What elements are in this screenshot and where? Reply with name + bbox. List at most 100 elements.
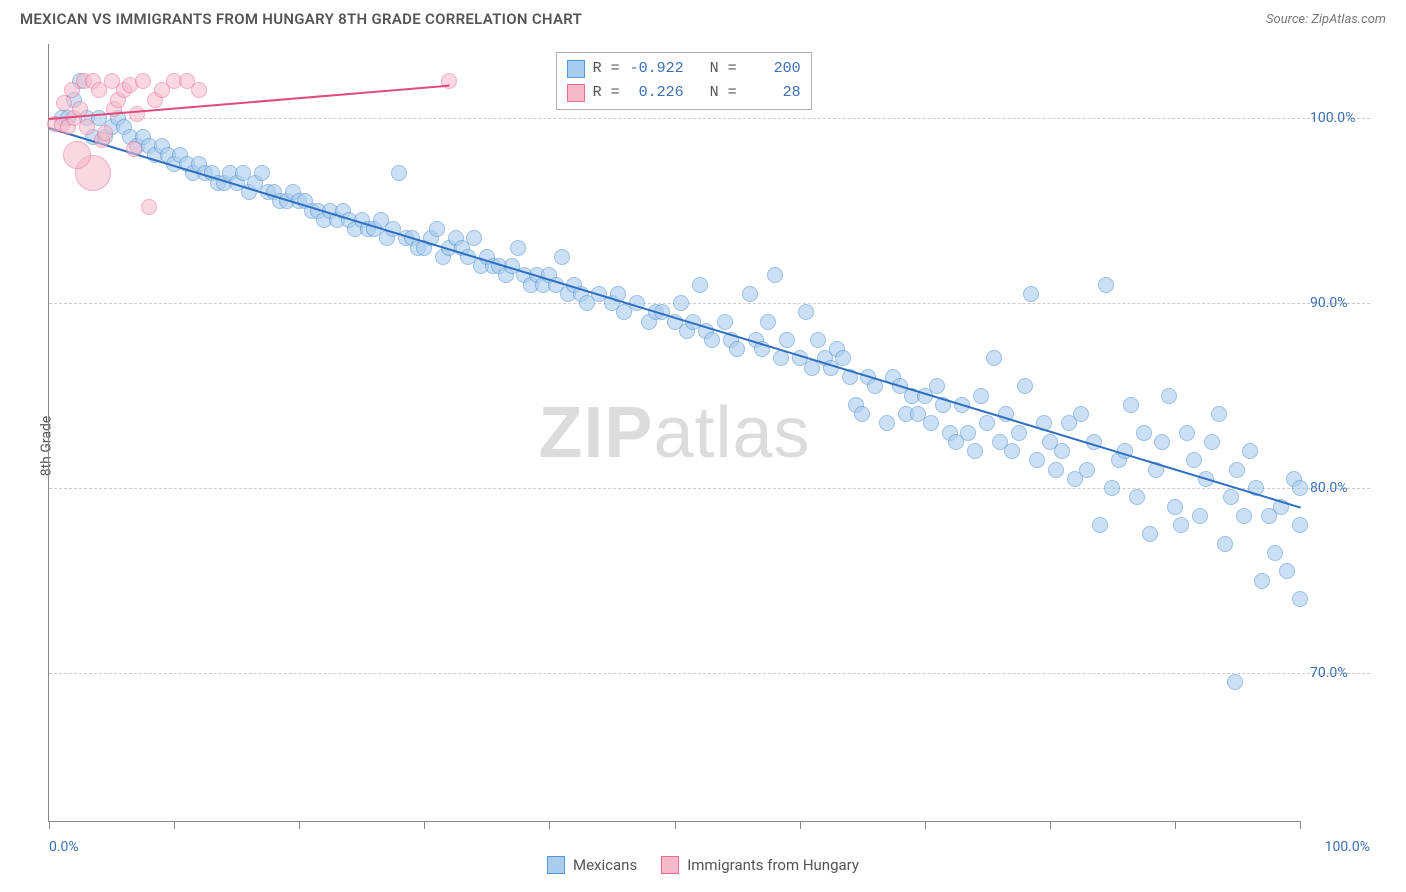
y-tick-label: 80.0% [1310, 480, 1400, 496]
scatter-point [923, 415, 939, 431]
scatter-point [1073, 406, 1089, 422]
y-tick-label: 70.0% [1310, 665, 1400, 681]
scatter-point [126, 141, 142, 157]
scatter-point [967, 443, 983, 459]
scatter-point [960, 425, 976, 441]
scatter-point [1242, 443, 1258, 459]
x-tick [49, 821, 50, 829]
legend-label: Immigrants from Hungary [687, 856, 859, 874]
chart-container: ZIPatlas 70.0%80.0%90.0%100.0%0.0%100.0%… [48, 44, 1300, 822]
scatter-point [1192, 508, 1208, 524]
y-tick-label: 90.0% [1310, 295, 1400, 311]
scatter-point [1136, 425, 1152, 441]
scatter-point [673, 295, 689, 311]
scatter-point [1223, 489, 1239, 505]
scatter-point [1079, 462, 1095, 478]
scatter-point [1173, 517, 1189, 533]
scatter-point [466, 230, 482, 246]
scatter-point [1186, 452, 1202, 468]
swatch-icon [567, 84, 585, 102]
trend-line [49, 127, 1302, 509]
scatter-point [1004, 443, 1020, 459]
scatter-point [854, 406, 870, 422]
watermark: ZIPatlas [538, 392, 810, 474]
scatter-point [1098, 277, 1114, 293]
scatter-point [979, 415, 995, 431]
scatter-point [1229, 462, 1245, 478]
scatter-point [1204, 434, 1220, 450]
scatter-point [1142, 526, 1158, 542]
x-tick [174, 821, 175, 829]
scatter-point [929, 378, 945, 394]
scatter-point [1167, 499, 1183, 515]
scatter-point [1054, 443, 1070, 459]
scatter-point [1292, 517, 1308, 533]
swatch-icon [661, 856, 679, 874]
stats-box: R =-0.922 N =200R =0.226 N =28 [556, 52, 812, 110]
stat-r-value: -0.922 [628, 57, 684, 81]
y-tick-label: 100.0% [1310, 110, 1400, 126]
legend-item: Mexicans [547, 856, 637, 874]
x-tick [1050, 821, 1051, 829]
scatter-point [135, 73, 151, 89]
scatter-point [810, 332, 826, 348]
scatter-point [554, 249, 570, 265]
legend: Mexicans Immigrants from Hungary [547, 856, 859, 874]
stat-n-label: N = [692, 81, 737, 105]
x-tick-label: 0.0% [49, 839, 79, 855]
scatter-point [1104, 480, 1120, 496]
scatter-point [1279, 563, 1295, 579]
scatter-point [63, 141, 91, 169]
scatter-point [798, 304, 814, 320]
scatter-point [1236, 508, 1252, 524]
scatter-point [1254, 573, 1270, 589]
scatter-point [97, 125, 113, 141]
scatter-point [129, 106, 145, 122]
scatter-point [835, 350, 851, 366]
scatter-point [717, 314, 733, 330]
scatter-point [1011, 425, 1027, 441]
stat-n-value: 28 [745, 81, 801, 105]
scatter-point [141, 199, 157, 215]
scatter-point [742, 286, 758, 302]
gridline [49, 673, 1370, 674]
scatter-point [1161, 388, 1177, 404]
chart-title: MEXICAN VS IMMIGRANTS FROM HUNGARY 8TH G… [20, 10, 582, 28]
x-tick [299, 821, 300, 829]
scatter-point [1154, 434, 1170, 450]
x-tick-label: 100.0% [1325, 839, 1370, 855]
scatter-point [1123, 397, 1139, 413]
stat-r-label: R = [593, 57, 620, 81]
scatter-point [1092, 517, 1108, 533]
scatter-point [1227, 674, 1243, 690]
scatter-point [1292, 591, 1308, 607]
x-tick [549, 821, 550, 829]
gridline [49, 303, 1370, 304]
scatter-point [1129, 489, 1145, 505]
scatter-point [767, 267, 783, 283]
stats-row: R =-0.922 N =200 [567, 57, 801, 81]
gridline [49, 118, 1370, 119]
legend-item: Immigrants from Hungary [661, 856, 859, 874]
scatter-point [1292, 480, 1308, 496]
chart-header: MEXICAN VS IMMIGRANTS FROM HUNGARY 8TH G… [0, 0, 1406, 28]
scatter-point [510, 240, 526, 256]
scatter-point [879, 415, 895, 431]
scatter-point [760, 314, 776, 330]
scatter-point [254, 165, 270, 181]
scatter-point [79, 119, 95, 135]
stat-r-label: R = [593, 81, 620, 105]
scatter-point [692, 277, 708, 293]
scatter-point [1179, 425, 1195, 441]
gridline [49, 488, 1370, 489]
chart-source: Source: ZipAtlas.com [1266, 12, 1386, 27]
stats-row: R =0.226 N =28 [567, 81, 801, 105]
scatter-point [1023, 286, 1039, 302]
swatch-icon [567, 60, 585, 78]
scatter-point [973, 388, 989, 404]
scatter-point [1267, 545, 1283, 561]
x-tick [800, 821, 801, 829]
scatter-point [1211, 406, 1227, 422]
legend-label: Mexicans [573, 856, 637, 874]
x-tick [424, 821, 425, 829]
